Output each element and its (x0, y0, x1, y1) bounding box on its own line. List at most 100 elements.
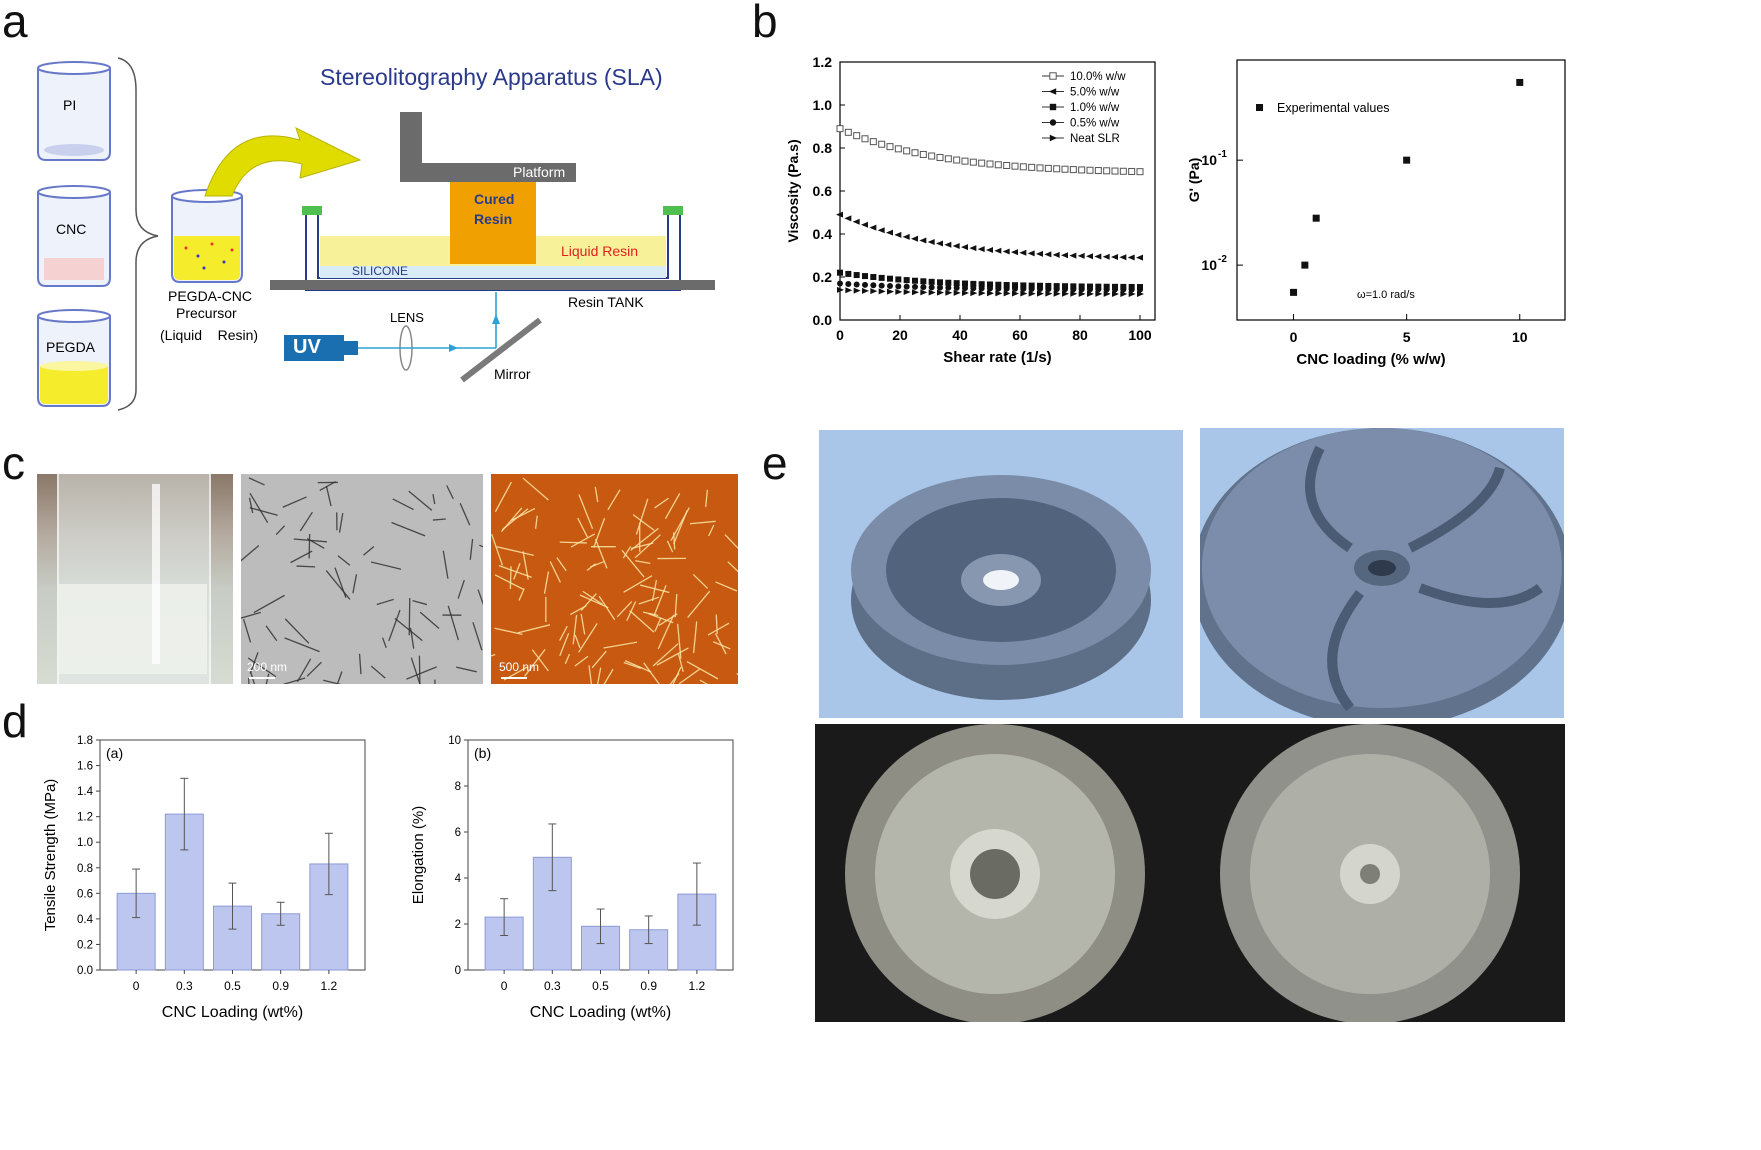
panel-letter-c: c (2, 437, 25, 489)
nanocrystal-fiber (494, 574, 524, 590)
nanocrystal-fiber (459, 502, 471, 526)
nanocrystal-fiber (394, 617, 423, 642)
data-point (1077, 252, 1085, 259)
data-point (1086, 166, 1094, 174)
nanocrystal-fiber (275, 525, 286, 536)
data-point (919, 237, 927, 244)
data-point (1111, 254, 1118, 261)
data-point (1062, 283, 1068, 290)
nanocrystal-fiber (477, 589, 483, 606)
data-point (937, 289, 944, 296)
data-point (994, 161, 1002, 169)
y-tick-label: 1.4 (77, 786, 94, 798)
data-point (1137, 290, 1144, 297)
data-point (962, 289, 969, 296)
nanocrystal-fiber (707, 622, 730, 636)
nanocrystal-fiber (284, 618, 310, 644)
nanocrystal-fiber (491, 653, 496, 657)
data-point (1095, 290, 1103, 297)
afm-scale-label: 500 nm (499, 660, 540, 674)
panel-letter-d: d (2, 695, 28, 747)
x-tick-label: 5 (1403, 329, 1411, 345)
nanocrystal-fiber (472, 622, 483, 651)
label-precursor-1: PEGDA-CNC (168, 288, 253, 304)
data-point (1020, 290, 1028, 297)
nanocrystal-fiber (432, 493, 436, 505)
nanocrystal-fiber (412, 599, 428, 606)
nanocrystal-fiber (652, 643, 679, 667)
data-point (1028, 290, 1036, 297)
nanocrystal-fiber (447, 605, 459, 641)
data-point (1037, 286, 1043, 293)
data-point (903, 147, 911, 155)
label-cured-1: Cured (474, 191, 515, 207)
y-axis-label: Viscosity (Pa.s) (785, 139, 801, 242)
data-point (1069, 166, 1077, 174)
y-tick-label: 10 (448, 735, 461, 747)
x-tick-label: 100 (1128, 327, 1152, 343)
y-tick-label: 1.8 (77, 735, 93, 747)
x-axis-label: CNC loading (% w/w) (1296, 351, 1445, 368)
plot-frame (1236, 59, 1566, 321)
data-point (887, 275, 893, 282)
data-point (1048, 88, 1057, 95)
nanocrystal-fiber (715, 614, 718, 634)
y-axis-label: Tensile Strength (MPa) (42, 779, 59, 932)
nanocrystal-fiber (249, 492, 269, 524)
data-point (970, 285, 977, 292)
data-point (970, 290, 978, 297)
nanocrystal-fiber (522, 477, 549, 501)
label-cured-2: Resin (474, 211, 513, 227)
uv-source (284, 335, 344, 361)
nanocrystal-fiber (249, 652, 259, 674)
y-tick-label: 0.6 (77, 888, 93, 900)
x-tick-label: 10 (1512, 329, 1528, 345)
y-tick-exponent: -2 (1218, 254, 1227, 265)
nanocrystal-fiber (253, 594, 285, 614)
panel-letter-e: e (762, 437, 788, 489)
data-point (895, 288, 903, 295)
data-point (1103, 286, 1110, 293)
y-tick-label: 1.0 (813, 97, 833, 113)
data-point (1120, 290, 1128, 297)
nanocrystal-fiber (494, 481, 512, 512)
y-tick-label: 0 (455, 965, 461, 977)
nanocrystal-fiber (664, 493, 681, 519)
data-point (870, 282, 877, 289)
y-tick-base: 10 (1201, 257, 1217, 273)
data-point (1045, 286, 1052, 293)
x-axis-label: CNC Loading (wt%) (530, 1004, 671, 1021)
data-point (944, 155, 952, 163)
data-point (862, 281, 868, 288)
data-point (1036, 250, 1043, 257)
data-point (978, 159, 986, 167)
tem-image: 200 nm (241, 474, 483, 684)
data-point (994, 247, 1002, 254)
nanocrystal-fiber (296, 565, 316, 568)
nanocrystal-fiber (687, 590, 711, 619)
nanocrystal-fiber (574, 655, 589, 667)
y-tick-label: 0.4 (813, 226, 833, 242)
nanocrystal-fiber (651, 579, 658, 602)
nanocrystal-fiber (446, 485, 454, 500)
data-point (862, 273, 868, 280)
nanocrystal-fiber (572, 614, 578, 645)
data-point (895, 283, 902, 290)
data-point (962, 285, 968, 292)
afm-image: 500 nm (491, 474, 738, 684)
data-point (1127, 254, 1135, 261)
x-tick-label: 80 (1072, 327, 1088, 343)
tem-scale-label: 200 nm (247, 660, 288, 674)
nanocrystal-fiber (496, 546, 534, 557)
nanocrystal-fiber (442, 550, 449, 579)
data-point (837, 280, 843, 287)
nanocrystal-fiber (577, 517, 589, 538)
render-impeller (1200, 428, 1564, 718)
nanocrystal-fiber (629, 610, 655, 633)
data-point (1120, 286, 1127, 293)
data-point (969, 158, 977, 166)
data-point (953, 289, 961, 296)
x-tick-label: 0.3 (176, 979, 193, 993)
nanocrystal-fiber (580, 613, 586, 635)
data-point (1070, 286, 1077, 293)
